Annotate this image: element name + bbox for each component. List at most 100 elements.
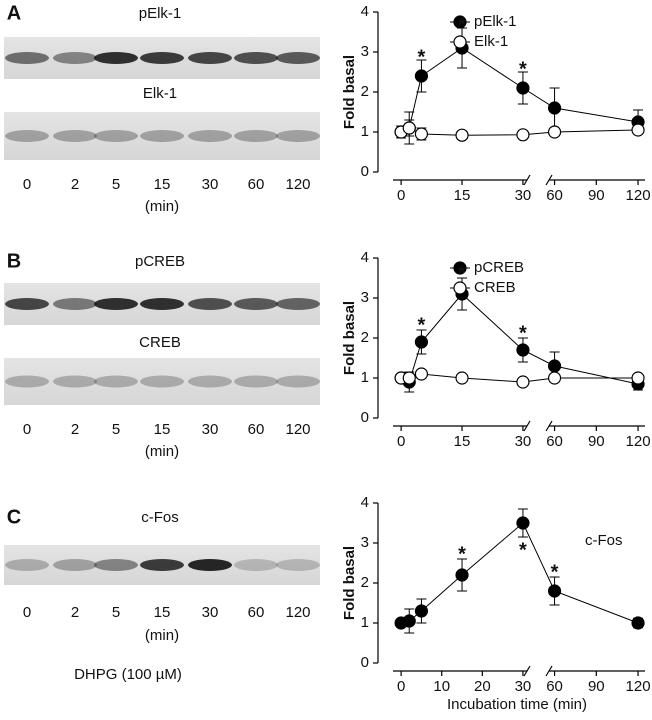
blot-band bbox=[234, 559, 278, 571]
data-point bbox=[516, 516, 530, 530]
legend-marker bbox=[453, 281, 467, 295]
y-tick-label: 3 bbox=[361, 534, 369, 551]
significance-star: * bbox=[519, 58, 527, 80]
lane-label: 5 bbox=[112, 604, 120, 621]
x-tick-label: 0 bbox=[397, 187, 405, 204]
axis-break bbox=[523, 665, 531, 677]
blot-band bbox=[140, 375, 184, 388]
significance-star: * bbox=[458, 262, 466, 284]
significance-star: * bbox=[458, 543, 466, 565]
axis-break bbox=[523, 174, 531, 186]
blot-band bbox=[94, 298, 138, 310]
blot-band bbox=[140, 559, 184, 571]
blot-band bbox=[94, 375, 138, 388]
x-tick-label: 0 bbox=[397, 433, 405, 450]
lane-label: 15 bbox=[154, 421, 171, 438]
y-tick-label: 1 bbox=[361, 614, 369, 631]
y-tick-label: 1 bbox=[361, 369, 369, 386]
data-point bbox=[455, 371, 469, 385]
data-point bbox=[402, 614, 416, 628]
x-tick-label: 90 bbox=[588, 433, 605, 450]
blot-band bbox=[276, 375, 320, 388]
data-point bbox=[631, 616, 645, 630]
blot-band bbox=[94, 52, 138, 64]
x-tick-label: 15 bbox=[454, 433, 471, 450]
lane-unit: (min) bbox=[145, 443, 179, 460]
x-tick-label: 90 bbox=[588, 678, 605, 695]
data-point bbox=[547, 359, 562, 373]
lane-label: 0 bbox=[23, 176, 31, 193]
y-axis-label: Fold basal bbox=[341, 301, 358, 375]
data-point bbox=[516, 343, 530, 357]
data-point bbox=[455, 568, 469, 582]
lane-label: 120 bbox=[285, 421, 310, 438]
blot-band bbox=[53, 298, 97, 310]
legend-marker bbox=[453, 35, 467, 49]
y-tick-label: 2 bbox=[361, 83, 369, 100]
x-tick-label: 90 bbox=[588, 187, 605, 204]
legend-label: pElk-1 bbox=[474, 13, 517, 30]
blot-label: pElk-1 bbox=[139, 5, 182, 22]
y-axis-label: Fold basal bbox=[341, 55, 358, 129]
blot-band bbox=[234, 130, 278, 142]
lane-label: 5 bbox=[112, 421, 120, 438]
y-tick-label: 2 bbox=[361, 329, 369, 346]
lane-unit: (min) bbox=[145, 627, 179, 644]
lane-label: 60 bbox=[248, 604, 265, 621]
x-tick-label: 30 bbox=[515, 187, 532, 204]
lane-label: 15 bbox=[154, 176, 171, 193]
x-tick-label: 15 bbox=[454, 187, 471, 204]
y-tick-label: 1 bbox=[361, 123, 369, 140]
blot-band bbox=[5, 130, 49, 142]
lane-label: 2 bbox=[71, 421, 79, 438]
data-point bbox=[402, 371, 416, 385]
data-point bbox=[631, 123, 645, 137]
x-tick-label: 120 bbox=[626, 678, 651, 695]
blot-band bbox=[234, 298, 278, 310]
lane-label: 60 bbox=[248, 176, 265, 193]
y-tick-label: 2 bbox=[361, 574, 369, 591]
blot-label: CREB bbox=[139, 334, 181, 351]
y-tick-label: 0 bbox=[361, 163, 369, 180]
data-point bbox=[516, 128, 530, 142]
x-tick-label: 10 bbox=[433, 678, 450, 695]
significance-star: * bbox=[418, 314, 426, 336]
blot-band bbox=[5, 559, 49, 571]
significance-star: * bbox=[519, 322, 527, 344]
data-point bbox=[414, 127, 429, 141]
y-tick-label: 0 bbox=[361, 654, 369, 671]
blot-band bbox=[276, 130, 320, 142]
data-point bbox=[414, 335, 429, 349]
blot-label: Elk-1 bbox=[143, 85, 177, 102]
blot bbox=[4, 358, 320, 405]
lane-label: 60 bbox=[248, 421, 265, 438]
panel-letter: B bbox=[7, 250, 21, 272]
blot-band bbox=[53, 375, 97, 388]
data-point bbox=[631, 371, 645, 385]
blot-band bbox=[5, 375, 49, 388]
blot-band bbox=[140, 52, 184, 64]
data-point bbox=[547, 371, 562, 385]
y-tick-label: 4 bbox=[361, 249, 369, 266]
blot-band bbox=[140, 298, 184, 310]
lane-label: 120 bbox=[285, 604, 310, 621]
blot-band bbox=[140, 130, 184, 142]
legend-marker bbox=[453, 15, 467, 29]
blot-band bbox=[234, 52, 278, 64]
blot-band bbox=[5, 298, 49, 310]
axis-break bbox=[545, 420, 553, 432]
blot-band bbox=[53, 559, 97, 571]
blot-band bbox=[188, 130, 232, 142]
x-tick-label: 60 bbox=[546, 433, 563, 450]
legend-label: Elk-1 bbox=[474, 33, 508, 50]
lane-label: 30 bbox=[202, 604, 219, 621]
legend-label: pCREB bbox=[474, 259, 524, 276]
data-point bbox=[516, 375, 530, 389]
legend-marker bbox=[453, 261, 467, 275]
lane-label: 2 bbox=[71, 176, 79, 193]
blot-band bbox=[188, 559, 232, 571]
data-point bbox=[414, 604, 429, 618]
panel-letter: A bbox=[7, 2, 21, 24]
x-tick-label: 60 bbox=[546, 187, 563, 204]
